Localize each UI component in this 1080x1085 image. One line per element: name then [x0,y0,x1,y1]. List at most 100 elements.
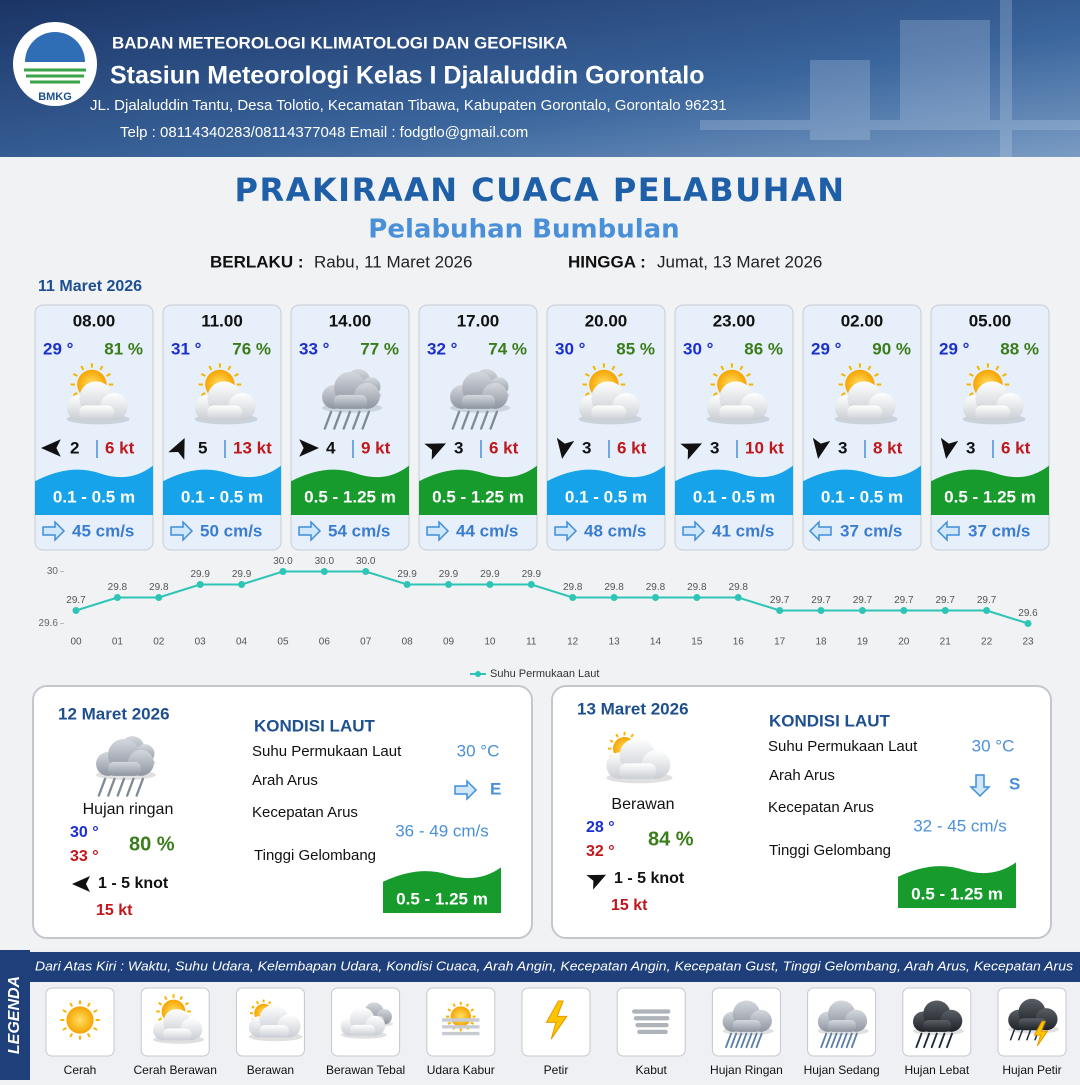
rain [361,410,371,430]
data-point [445,581,453,588]
logo-mark [25,32,85,62]
sun-ray [99,365,104,371]
x-tick-label: 09 [443,637,455,648]
weather-icon [60,1000,100,1040]
weather-icon [578,363,642,425]
gust-speed: 6 kt [1001,438,1031,457]
current-arrow [170,520,194,542]
sun-ray [840,392,846,397]
data-point [238,581,246,588]
weather-icon [450,369,510,430]
rain [930,1032,938,1049]
current-arrow [682,520,706,542]
data-point [941,607,949,614]
legend-item: Berawan [247,1063,294,1077]
current-speed: 36 - 49 cm/s [395,821,489,840]
sun [450,1006,471,1027]
cloud [334,394,367,409]
time: 02.00 [841,311,884,330]
wind-speed: 5 [198,438,207,457]
legend-label: Suhu Permukaan Laut [490,668,599,680]
cloud [108,761,141,776]
sun-ray [712,392,718,397]
current-arrow [454,779,478,801]
rain [835,1032,843,1049]
current-arrow [42,520,66,542]
rain [755,1032,763,1049]
rain [479,410,489,430]
weather-icon [153,994,205,1044]
sst-label: Suhu Permukaan Laut [768,738,918,755]
data-point [776,607,784,614]
current-arrow [554,520,578,542]
wave-shape [383,867,501,913]
sun-ray [158,1002,163,1006]
time: 05.00 [969,311,1012,330]
x-tick-label: 00 [70,637,82,648]
cloud [79,405,114,421]
current-speed-label: Kecepatan Arus [768,799,874,816]
valid-from-label: BERLAKU : [210,252,304,271]
weather-icon [96,736,156,797]
humidity: 86 % [744,339,783,358]
current-speed: 50 cm/s [200,521,262,540]
rain [730,1032,738,1049]
data-point [1024,620,1032,627]
data-label: 29.7 [935,595,955,606]
rain [923,1032,931,1049]
wave-shape [803,465,921,515]
gust-speed: 6 kt [489,438,519,457]
x-tick-label: 12 [567,637,579,648]
wave-height: 0.1 - 0.5 m [565,487,647,506]
sun-ray [615,733,619,738]
data-point [486,581,494,588]
gust-speed: 6 kt [617,438,647,457]
sun-ray [592,365,597,371]
sun-ray [158,1017,163,1021]
sun-ray [200,372,206,377]
data-point [113,594,121,601]
sun-ray [720,365,725,371]
sun-ray [609,739,614,743]
data-label: 29.8 [729,582,749,593]
lightning [1033,1020,1049,1047]
rain [489,410,499,430]
gust-speed: 6 kt [105,438,135,457]
data-label: 29.8 [687,582,707,593]
condition: Hujan ringan [83,801,174,818]
wind-speed: 2 [70,438,79,457]
data-label: 29.7 [853,595,873,606]
cloud [923,1020,952,1032]
current-arrow [936,520,960,542]
cloud [847,405,882,421]
data-point [651,594,659,601]
wind-arrow [940,437,959,459]
rain [735,1032,743,1049]
x-tick-label: 08 [402,637,414,648]
data-label: 29.8 [108,582,128,593]
air-temp: 31 ° [171,339,202,358]
weather-icon [545,1000,568,1040]
humidity: 88 % [1000,339,1039,358]
rain [135,777,145,797]
sun-ray [465,1003,470,1007]
weather-icon [913,1000,964,1049]
data-point [196,581,204,588]
data-label: 29.8 [604,582,624,593]
current-arrow [969,774,991,798]
day-date: 11 Maret 2026 [38,278,142,295]
humidity: 74 % [488,339,527,358]
rain [845,1032,853,1049]
current-arrow [808,520,832,542]
sea-heading: KONDISI LAUT [769,711,891,730]
rain [830,1032,838,1049]
legend-dot [475,671,481,677]
wind-arrow [72,876,90,892]
cloud [462,394,495,409]
data-label: 29.9 [190,569,210,580]
valid-to: Jumat, 13 Maret 2026 [657,252,822,271]
time: 14.00 [329,311,372,330]
current-arrow [298,520,322,542]
current-dir-label: Arah Arus [252,772,318,789]
address: JL. Djalaluddin Tantu, Desa Tolotio, Kec… [90,97,727,114]
